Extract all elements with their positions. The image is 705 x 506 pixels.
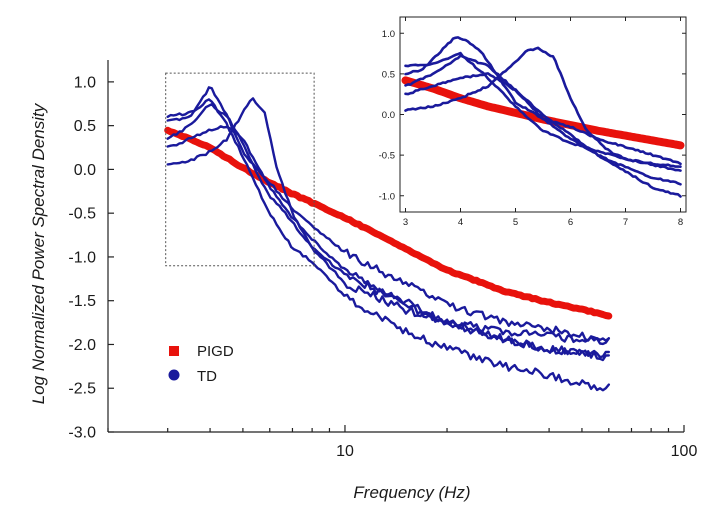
y-tick-label: -1.5 bbox=[68, 293, 96, 310]
td-series-line bbox=[166, 102, 610, 346]
y-tick-label: 1.0 bbox=[74, 74, 96, 91]
inset-x-tick-label: 6 bbox=[568, 217, 573, 228]
x-tick-label: 100 bbox=[671, 443, 698, 460]
td-series-line bbox=[166, 98, 610, 392]
inset-y-tick-label: -0.5 bbox=[379, 151, 395, 162]
y-tick-label: 0.0 bbox=[74, 162, 96, 179]
y-tick-label: -2.5 bbox=[68, 381, 96, 398]
inset-axes: 1.0 0.5 0.0 -0.5 -1.0 3 4 5 6 7 8 bbox=[379, 16, 687, 228]
zoom-region-box bbox=[165, 72, 315, 267]
y-tick-label: -1.0 bbox=[68, 249, 96, 266]
inset-y-tick-label: 1.0 bbox=[382, 29, 395, 40]
y-tick-label: -2.0 bbox=[68, 337, 96, 354]
inset-x-tick-label: 4 bbox=[458, 217, 463, 228]
inset-y-tick-label: 0.5 bbox=[382, 69, 395, 80]
inset-y-tick-label: 0.0 bbox=[382, 110, 395, 121]
main-axes: 1.0 0.5 0.0 -0.5 -1.0 -1.5 -2.0 -2.5 -3.0 10 100 bbox=[68, 60, 697, 460]
legend-marker-td bbox=[168, 369, 180, 381]
y-tick-label: -3.0 bbox=[68, 425, 96, 442]
legend-label-td: TD bbox=[197, 368, 217, 385]
td-series-line bbox=[166, 86, 610, 342]
inset-td-series-line bbox=[404, 54, 682, 198]
x-axis-title: Frequency (Hz) bbox=[353, 483, 470, 502]
y-tick-label: -0.5 bbox=[68, 206, 96, 223]
pigd-series-line bbox=[164, 126, 613, 320]
x-tick-label: 10 bbox=[336, 443, 354, 460]
inset-chart: 1.0 0.5 0.0 -0.5 -1.0 3 4 5 6 7 8 bbox=[379, 16, 687, 228]
inset-y-tick-label: -1.0 bbox=[379, 191, 395, 202]
y-axis-title: Log Normalized Power Spectral Density bbox=[29, 102, 48, 404]
inset-x-tick-label: 5 bbox=[513, 217, 518, 228]
inset-x-tick-label: 3 bbox=[403, 217, 408, 228]
main-chart: 1.0 0.5 0.0 -0.5 -1.0 -1.5 -2.0 -2.5 -3.0 10 100 F… bbox=[29, 60, 697, 502]
legend-label-pigd: PIGD bbox=[197, 343, 234, 360]
legend-marker-pigd bbox=[169, 346, 179, 356]
legend: PIGD TD bbox=[168, 343, 234, 385]
inset-x-tick-label: 8 bbox=[678, 217, 683, 228]
y-tick-label: 0.5 bbox=[74, 118, 96, 135]
inset-td-series-line bbox=[404, 51, 682, 172]
inset-td-series-line bbox=[404, 72, 682, 186]
inset-x-tick-label: 7 bbox=[623, 217, 628, 228]
main-series-group bbox=[164, 86, 613, 392]
inset-series-group bbox=[401, 36, 685, 198]
